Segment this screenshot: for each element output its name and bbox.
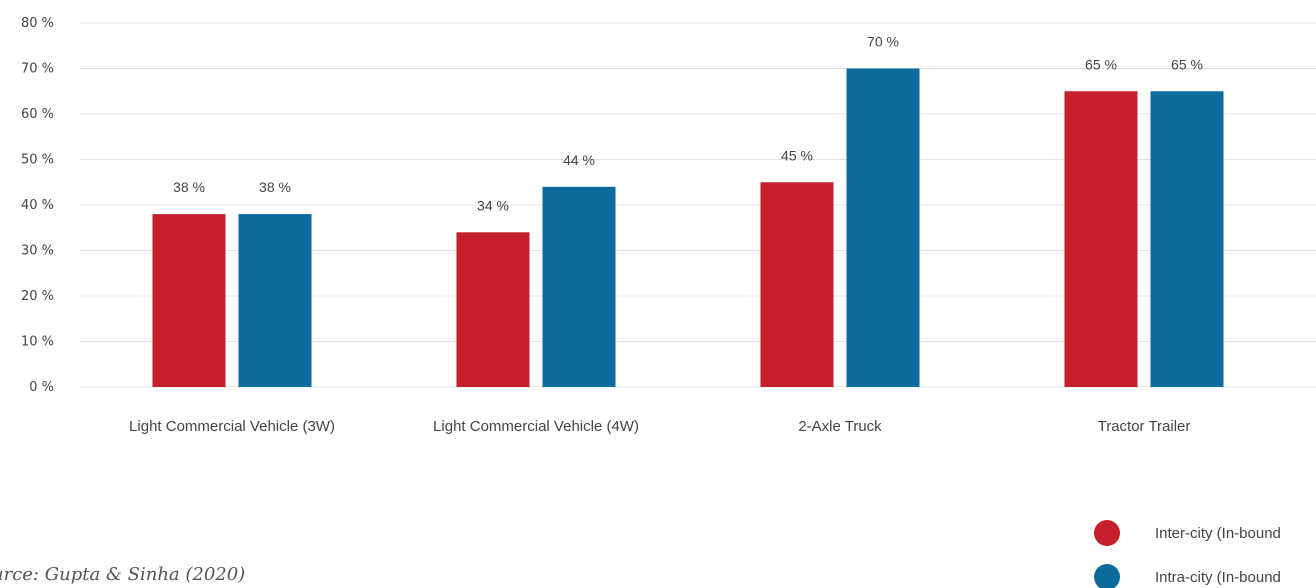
bar-inter-city [456, 232, 530, 387]
bar-value-label: 38 % [173, 179, 205, 195]
y-tick-label: 20 % [21, 289, 54, 304]
x-category-label: 2-Axle Truck [798, 418, 882, 435]
bar-inter-city [152, 214, 226, 387]
x-category-label: Tractor Trailer [1098, 418, 1191, 435]
bar-value-label: 38 % [259, 179, 291, 195]
y-axis-ticks: 0 % 10 % 20 % 30 % 40 % 50 % 60 % 70 % 80 % [21, 16, 54, 395]
x-category-label: Light Commercial Vehicle (4W) [433, 418, 639, 435]
legend: Inter-city (In-bound Intra-city (In-bound [1094, 520, 1281, 588]
bar-value-label: 45 % [781, 147, 813, 163]
y-tick-label: 60 % [21, 107, 54, 122]
bar-value-label: 44 % [563, 152, 595, 168]
data-labels: 38 % 38 % 34 % 44 % 45 % 70 % 65 % 65 % [173, 34, 1203, 214]
source-note: urce: Gupta & Sinha (2020) [0, 564, 245, 585]
legend-swatch [1094, 520, 1120, 546]
bar-inter-city [760, 182, 834, 387]
bar-intra-city [542, 186, 616, 387]
y-tick-label: 70 % [21, 62, 54, 77]
bar-intra-city [238, 214, 312, 387]
y-tick-label: 10 % [21, 335, 54, 350]
legend-label: Intra-city (In-bound [1155, 569, 1281, 586]
y-tick-label: 50 % [21, 153, 54, 168]
y-tick-label: 80 % [21, 16, 54, 31]
bars [152, 68, 1224, 387]
y-tick-label: 0 % [29, 380, 54, 395]
y-tick-label: 40 % [21, 198, 54, 213]
bar-value-label: 70 % [867, 34, 899, 50]
bar-value-label: 65 % [1171, 56, 1203, 72]
x-category-label: Light Commercial Vehicle (3W) [129, 418, 335, 435]
bar-value-label: 34 % [477, 197, 509, 213]
bar-intra-city [846, 68, 920, 387]
bar-intra-city [1150, 91, 1224, 387]
legend-label: Inter-city (In-bound [1155, 525, 1281, 542]
bar-inter-city [1064, 91, 1138, 387]
y-tick-label: 30 % [21, 244, 54, 259]
x-axis-categories: Light Commercial Vehicle (3W) Light Comme… [129, 418, 1190, 435]
bar-value-label: 65 % [1085, 56, 1117, 72]
legend-swatch [1094, 564, 1120, 588]
